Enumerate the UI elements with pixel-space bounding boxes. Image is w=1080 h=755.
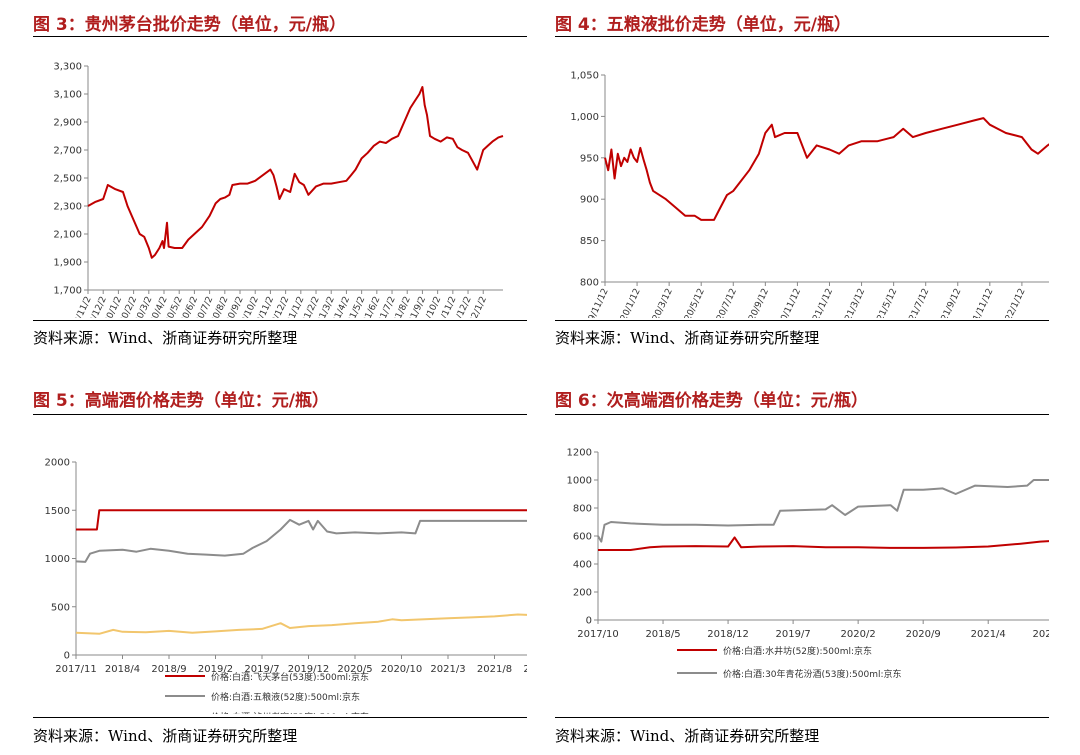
x-tick-label: 2017/11 (55, 664, 97, 675)
y-tick-label: 1500 (45, 506, 70, 517)
legend-label: 价格:白酒:30年青花汾酒(53度):500ml:京东 (723, 668, 902, 680)
series-line-0 (87, 86, 504, 259)
chart-moutai: 1,700 1,900 2,100 2,300 2,500 2,700 2,900 3,100… (53, 62, 504, 318)
chart-panel-wuliangye: 图 4：五粮液批价走势（单位，元/瓶） 800 850 900 950 1,000 1,0… (555, 0, 1049, 360)
series-line-1 (75, 518, 527, 563)
series-line-0 (76, 509, 527, 531)
series-line-0 (604, 117, 1049, 221)
y-tick-label: 800 (573, 504, 592, 515)
y-tick-label: 2,500 (53, 174, 82, 185)
y-tick-label: 1,050 (570, 71, 599, 82)
x-tick-label: 2022/1 (523, 664, 527, 675)
title-rule (555, 414, 1049, 415)
chart-wuliangye: 800 850 900 950 1,000 1,050 2019/11/12 2020/1/1… (570, 71, 1049, 318)
y-tick-label: 1000 (45, 554, 70, 565)
chart-title: 图 4：五粮液批价走势（单位，元/瓶） (555, 15, 851, 35)
x-tick-label: 2017/10 (577, 629, 619, 640)
source-rule (33, 320, 527, 321)
source-note: 资料来源：Wind、浙商证券研究所整理 (33, 727, 298, 745)
legend-label: 价格:白酒:飞天茅台(53度):500ml:京东 (211, 671, 369, 683)
x-tick-label: 2019/11/12 (580, 287, 611, 318)
x-tick-label: 2021/5/12 (871, 287, 900, 318)
x-tick-label: 2019/7 (776, 629, 811, 640)
x-tick-label: 2021/7/12 (903, 287, 932, 318)
x-tick-label: 2022/1/12 (999, 287, 1028, 318)
x-tick-label: 2020/5/12 (678, 287, 707, 318)
legend-label: 价格:白酒:泸州老窖(52度):500ml:京东 (211, 711, 369, 714)
source-note: 资料来源：Wind、浙商证券研究所整理 (555, 329, 820, 347)
x-tick-label: 2021/1/12 (807, 287, 836, 318)
x-tick-label: 2018/12 (707, 629, 749, 640)
x-tick-label: 2021/11/12 (965, 287, 996, 318)
y-tick-label: 850 (580, 236, 599, 247)
chart-panel-high-end: 图 5：高端酒价格走势（单位：元/瓶） 0 500 1000 1500 2000 2017… (33, 378, 527, 755)
y-tick-label: 3,300 (53, 62, 82, 73)
x-tick-label: 2019/12 (288, 664, 330, 675)
x-tick-label: 2021/8 (477, 664, 512, 675)
y-tick-label: 1,700 (53, 286, 82, 297)
x-tick-label: 2019/11/2 (65, 295, 94, 318)
y-tick-label: 2,100 (53, 230, 82, 241)
x-tick-label: 2018/9 (151, 664, 186, 675)
y-tick-label: 0 (64, 651, 70, 662)
x-tick-label: 2020/3/12 (646, 287, 675, 318)
x-tick-label: 2019/2 (198, 664, 233, 675)
y-tick-label: 0 (586, 616, 592, 627)
y-tick-label: 1,000 (570, 112, 599, 123)
x-tick-label: 2020/11/12 (772, 287, 803, 318)
series-line-0 (598, 536, 1049, 551)
y-tick-label: 2,900 (53, 118, 82, 129)
x-tick-label: 2020/9/12 (742, 287, 771, 318)
series-line-2 (75, 613, 527, 635)
title-rule (33, 36, 527, 37)
y-tick-label: 3,100 (53, 90, 82, 101)
source-rule (555, 717, 1049, 718)
source-note: 资料来源：Wind、浙商证券研究所整理 (33, 329, 298, 347)
x-tick-label: 2018/4 (105, 664, 140, 675)
y-tick-label: 900 (580, 195, 599, 206)
x-tick-label: 2018/5 (645, 629, 680, 640)
x-tick-label: 2020/7/12 (710, 287, 739, 318)
y-tick-label: 1200 (567, 448, 592, 459)
y-tick-label: 400 (573, 560, 592, 571)
y-tick-label: 1,900 (53, 258, 82, 269)
x-tick-label: 2019/7 (244, 664, 279, 675)
chart-high-end: 0 500 1000 1500 2000 2017/11 2018/4 2018/9 2019/… (45, 458, 527, 714)
y-tick-label: 500 (51, 602, 70, 613)
y-tick-label: 2,700 (53, 146, 82, 157)
y-tick-label: 1000 (567, 476, 592, 487)
legend-label: 价格:白酒:五粮液(52度):500ml:京东 (211, 691, 360, 703)
y-tick-label: 600 (573, 532, 592, 543)
title-rule (555, 36, 1049, 37)
x-tick-label: 2020/5 (337, 664, 372, 675)
y-tick-label: 950 (580, 153, 599, 164)
y-tick-label: 2,300 (53, 202, 82, 213)
chart-sub-high-end: 0 200 400 600 800 1000 1200 2017/10 2018/5 2018/1… (567, 448, 1049, 680)
x-tick-label: 2021/3 (430, 664, 465, 675)
x-tick-label: 2020/10 (381, 664, 423, 675)
series-line-1 (597, 479, 1049, 543)
chart-panel-sub-high-end: 图 6：次高端酒价格走势（单位：元/瓶） 0 200 400 600 800 1000 12… (555, 378, 1049, 755)
source-rule (555, 320, 1049, 321)
x-tick-label: 2021/4 (971, 629, 1006, 640)
x-tick-label: 2020/9 (906, 629, 941, 640)
y-tick-label: 2000 (45, 458, 70, 469)
chart-panel-moutai: 图 3：贵州茅台批价走势（单位，元/瓶） 1,700 1,900 2,100 2,30… (33, 0, 527, 360)
x-tick-label: 2020/2 (841, 629, 876, 640)
source-rule (33, 717, 527, 718)
legend-label: 价格:白酒:水井坊(52度):500ml:京东 (723, 645, 872, 657)
x-tick-label: 2021/3/12 (839, 287, 868, 318)
x-tick-label: 2021/9/12 (935, 287, 964, 318)
y-tick-label: 200 (573, 588, 592, 599)
source-note: 资料来源：Wind、浙商证券研究所整理 (555, 727, 820, 745)
y-tick-label: 800 (580, 278, 599, 289)
chart-title: 图 6：次高端酒价格走势（单位：元/瓶） (555, 391, 868, 411)
x-tick-label: 2021/11 (1032, 629, 1049, 640)
chart-title: 图 5：高端酒价格走势（单位：元/瓶） (33, 391, 329, 411)
chart-title: 图 3：贵州茅台批价走势（单位，元/瓶） (33, 15, 346, 35)
x-tick-label: 2020/1/12 (614, 287, 643, 318)
title-rule (33, 414, 527, 415)
